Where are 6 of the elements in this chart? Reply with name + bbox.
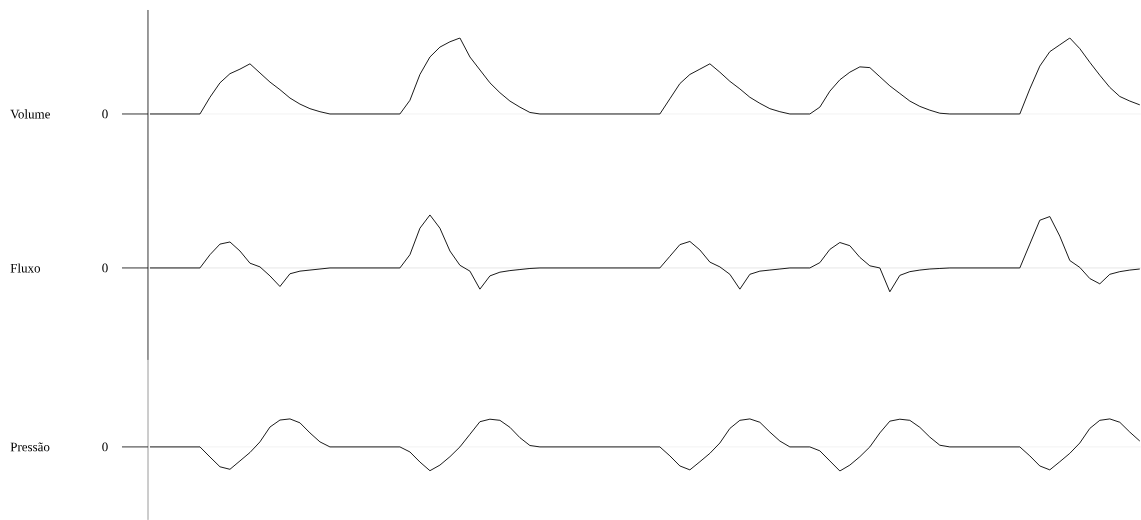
y-axis-title: Pressão bbox=[10, 442, 50, 452]
y-axis-title: Fluxo bbox=[10, 263, 41, 273]
text: 0 bbox=[102, 263, 108, 273]
text: 0 bbox=[102, 442, 108, 452]
y-axis-title: Volume bbox=[10, 109, 50, 119]
text: 0 bbox=[102, 109, 108, 119]
